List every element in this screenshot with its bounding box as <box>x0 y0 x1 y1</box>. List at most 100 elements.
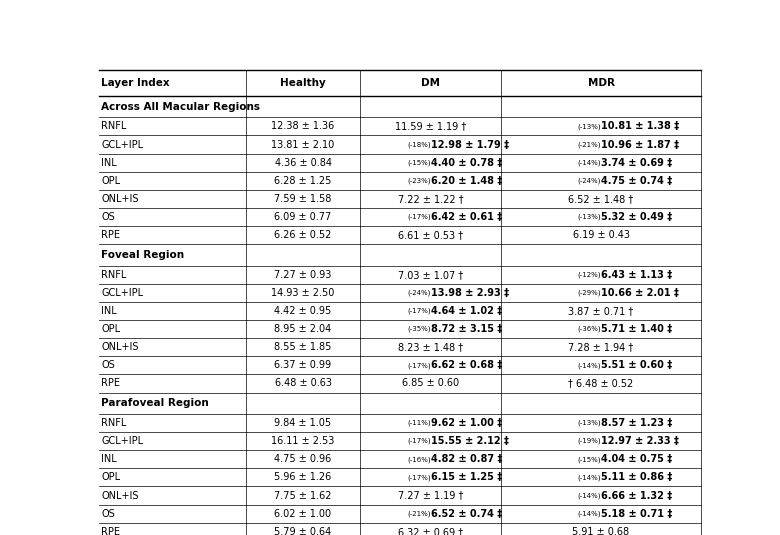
Text: (-14%): (-14%) <box>577 474 601 480</box>
Text: RNFL: RNFL <box>101 270 126 280</box>
Text: (-17%): (-17%) <box>407 214 431 220</box>
Text: (-35%): (-35%) <box>407 326 431 332</box>
Text: 4.82 ± 0.87 ‡: 4.82 ± 0.87 ‡ <box>431 454 502 464</box>
Text: 4.75 ± 0.96: 4.75 ± 0.96 <box>275 454 332 464</box>
Text: 6.43 ± 1.13 ‡: 6.43 ± 1.13 ‡ <box>601 270 672 280</box>
Text: INL: INL <box>101 158 117 167</box>
Text: (-14%): (-14%) <box>577 159 601 166</box>
Text: 8.55 ± 1.85: 8.55 ± 1.85 <box>275 342 332 352</box>
Text: (-23%): (-23%) <box>407 178 431 184</box>
Text: (-12%): (-12%) <box>577 271 601 278</box>
Text: (-24%): (-24%) <box>407 289 431 296</box>
Text: 5.91 ± 0.68: 5.91 ± 0.68 <box>573 527 629 535</box>
Text: 9.84 ± 1.05: 9.84 ± 1.05 <box>275 418 332 428</box>
Text: INL: INL <box>101 454 117 464</box>
Text: 4.42 ± 0.95: 4.42 ± 0.95 <box>275 306 332 316</box>
Text: 4.75 ± 0.74 ‡: 4.75 ± 0.74 ‡ <box>601 176 672 186</box>
Text: 10.96 ± 1.87 ‡: 10.96 ± 1.87 ‡ <box>601 140 679 149</box>
Text: (-24%): (-24%) <box>578 178 601 184</box>
Text: (-21%): (-21%) <box>577 141 601 148</box>
Text: (-17%): (-17%) <box>407 438 431 445</box>
Text: RNFL: RNFL <box>101 418 126 428</box>
Text: 6.42 ± 0.61 ‡: 6.42 ± 0.61 ‡ <box>431 212 502 222</box>
Text: 5.96 ± 1.26: 5.96 ± 1.26 <box>275 472 332 483</box>
Text: 6.02 ± 1.00: 6.02 ± 1.00 <box>275 509 332 518</box>
Text: 6.52 ± 1.48 †: 6.52 ± 1.48 † <box>569 194 633 204</box>
Text: MDR: MDR <box>587 78 615 88</box>
Text: (-13%): (-13%) <box>577 123 601 129</box>
Text: Layer Index: Layer Index <box>101 78 170 88</box>
Text: Parafoveal Region: Parafoveal Region <box>101 398 209 408</box>
Text: (-14%): (-14%) <box>577 510 601 517</box>
Text: (-13%): (-13%) <box>577 420 601 426</box>
Text: OPL: OPL <box>101 176 120 186</box>
Text: 9.62 ± 1.00 ‡: 9.62 ± 1.00 ‡ <box>431 418 502 428</box>
Text: 4.64 ± 1.02 ‡: 4.64 ± 1.02 ‡ <box>431 306 502 316</box>
Text: (-29%): (-29%) <box>577 289 601 296</box>
Text: 5.11 ± 0.86 ‡: 5.11 ± 0.86 ‡ <box>601 472 672 483</box>
Text: 13.98 ± 2.93 ‡: 13.98 ± 2.93 ‡ <box>431 288 509 298</box>
Text: 11.59 ± 1.19 †: 11.59 ± 1.19 † <box>395 121 466 132</box>
Text: RPE: RPE <box>101 527 120 535</box>
Text: (-17%): (-17%) <box>407 362 431 369</box>
Text: (-16%): (-16%) <box>407 456 431 463</box>
Text: GCL+IPL: GCL+IPL <box>101 436 144 446</box>
Text: (-15%): (-15%) <box>407 159 431 166</box>
Text: (-36%): (-36%) <box>577 326 601 332</box>
Text: RPE: RPE <box>101 378 120 388</box>
Text: 5.51 ± 0.60 ‡: 5.51 ± 0.60 ‡ <box>601 361 672 370</box>
Text: (-21%): (-21%) <box>407 510 431 517</box>
Text: (-15%): (-15%) <box>577 456 601 463</box>
Text: INL: INL <box>101 306 117 316</box>
Text: 12.97 ± 2.33 ‡: 12.97 ± 2.33 ‡ <box>601 436 679 446</box>
Text: 16.11 ± 2.53: 16.11 ± 2.53 <box>271 436 335 446</box>
Text: (-19%): (-19%) <box>577 438 601 445</box>
Text: RNFL: RNFL <box>101 121 126 132</box>
Text: 6.20 ± 1.48 ‡: 6.20 ± 1.48 ‡ <box>431 176 502 186</box>
Text: ONL+IS: ONL+IS <box>101 491 139 501</box>
Text: (-13%): (-13%) <box>577 214 601 220</box>
Text: 7.03 ± 1.07 †: 7.03 ± 1.07 † <box>398 270 463 280</box>
Text: (-11%): (-11%) <box>407 420 431 426</box>
Text: DM: DM <box>421 78 440 88</box>
Text: 6.09 ± 0.77: 6.09 ± 0.77 <box>275 212 332 222</box>
Text: Healthy: Healthy <box>280 78 326 88</box>
Text: 12.98 ± 1.79 ‡: 12.98 ± 1.79 ‡ <box>431 140 509 149</box>
Text: (-17%): (-17%) <box>407 308 431 314</box>
Text: 5.32 ± 0.49 ‡: 5.32 ± 0.49 ‡ <box>601 212 672 222</box>
Text: OS: OS <box>101 509 115 518</box>
Text: 10.66 ± 2.01 ‡: 10.66 ± 2.01 ‡ <box>601 288 679 298</box>
Text: † 6.48 ± 0.52: † 6.48 ± 0.52 <box>569 378 633 388</box>
Text: Across All Macular Regions: Across All Macular Regions <box>101 102 260 112</box>
Text: 5.18 ± 0.71 ‡: 5.18 ± 0.71 ‡ <box>601 509 672 518</box>
Text: 6.66 ± 1.32 ‡: 6.66 ± 1.32 ‡ <box>601 491 672 501</box>
Text: GCL+IPL: GCL+IPL <box>101 288 144 298</box>
Text: 5.71 ± 1.40 ‡: 5.71 ± 1.40 ‡ <box>601 324 672 334</box>
Text: (-18%): (-18%) <box>407 141 431 148</box>
Text: 14.93 ± 2.50: 14.93 ± 2.50 <box>271 288 335 298</box>
Text: 8.72 ± 3.15 ‡: 8.72 ± 3.15 ‡ <box>431 324 502 334</box>
Text: 7.27 ± 0.93: 7.27 ± 0.93 <box>275 270 332 280</box>
Text: GCL+IPL: GCL+IPL <box>101 140 144 149</box>
Text: Foveal Region: Foveal Region <box>101 250 184 260</box>
Text: 4.36 ± 0.84: 4.36 ± 0.84 <box>275 158 332 167</box>
Text: 6.19 ± 0.43: 6.19 ± 0.43 <box>573 230 629 240</box>
Text: 12.38 ± 1.36: 12.38 ± 1.36 <box>271 121 335 132</box>
Text: 8.57 ± 1.23 ‡: 8.57 ± 1.23 ‡ <box>601 418 672 428</box>
Text: ONL+IS: ONL+IS <box>101 194 139 204</box>
Text: 6.52 ± 0.74 ‡: 6.52 ± 0.74 ‡ <box>431 509 502 518</box>
Text: 8.23 ± 1.48 †: 8.23 ± 1.48 † <box>398 342 463 352</box>
Text: OPL: OPL <box>101 324 120 334</box>
Text: 7.59 ± 1.58: 7.59 ± 1.58 <box>275 194 332 204</box>
Text: 7.27 ± 1.19 †: 7.27 ± 1.19 † <box>398 491 463 501</box>
Text: 10.81 ± 1.38 ‡: 10.81 ± 1.38 ‡ <box>601 121 679 132</box>
Text: 3.74 ± 0.69 ‡: 3.74 ± 0.69 ‡ <box>601 158 672 167</box>
Text: 8.95 ± 2.04: 8.95 ± 2.04 <box>275 324 332 334</box>
Text: OS: OS <box>101 212 115 222</box>
Text: 6.48 ± 0.63: 6.48 ± 0.63 <box>275 378 332 388</box>
Text: 6.32 ± 0.69 †: 6.32 ± 0.69 † <box>398 527 463 535</box>
Text: 6.85 ± 0.60: 6.85 ± 0.60 <box>402 378 459 388</box>
Text: (-14%): (-14%) <box>577 362 601 369</box>
Text: 6.37 ± 0.99: 6.37 ± 0.99 <box>275 361 332 370</box>
Text: 3.87 ± 0.71 †: 3.87 ± 0.71 † <box>569 306 633 316</box>
